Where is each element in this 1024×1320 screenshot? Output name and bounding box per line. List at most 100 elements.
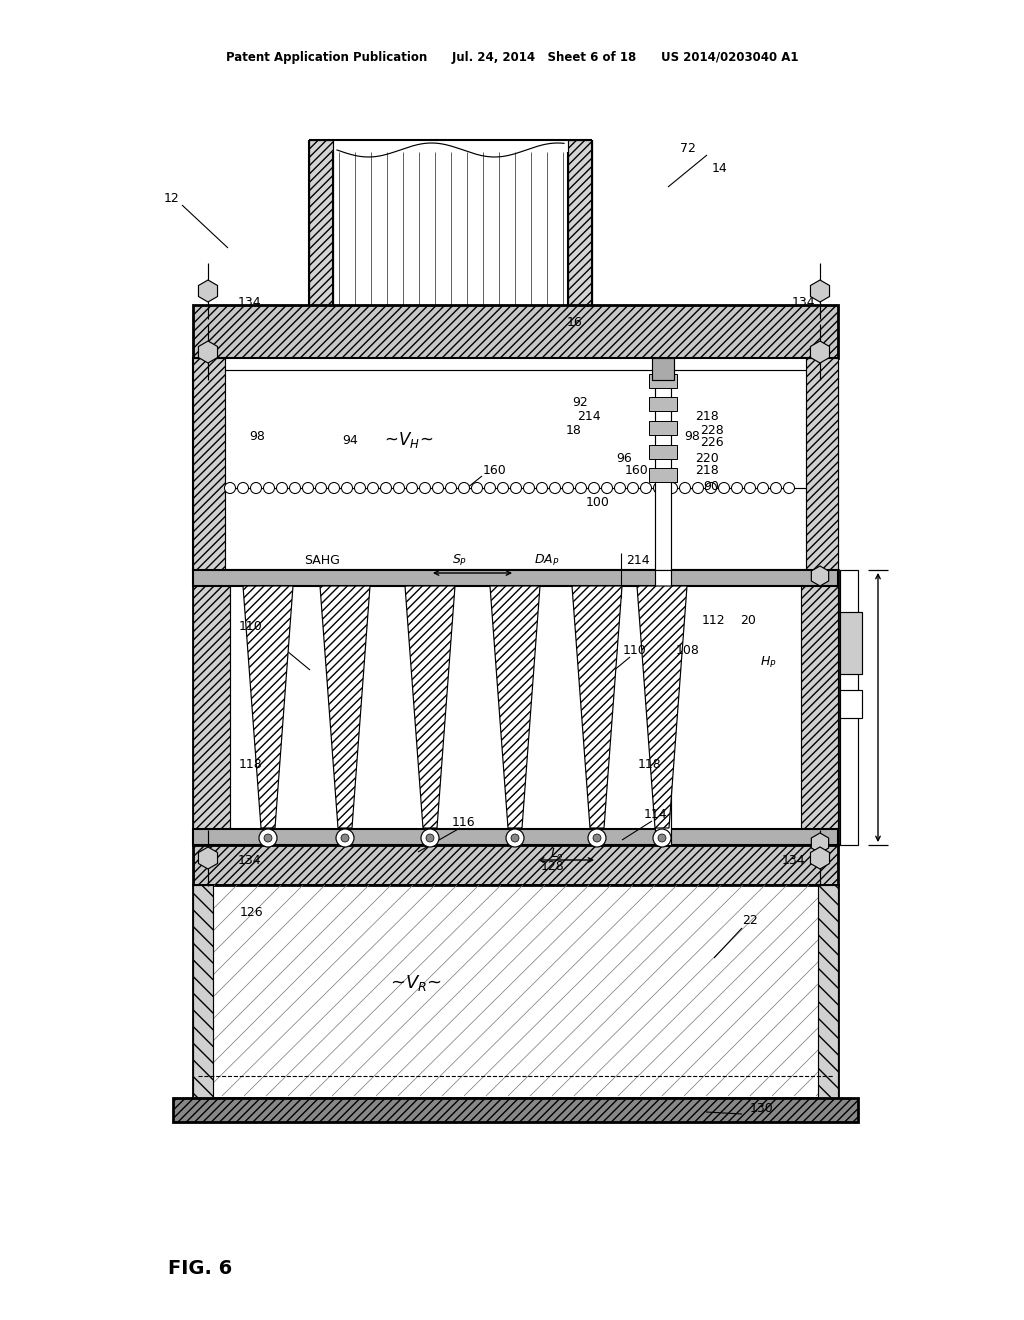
Text: 214: 214 (578, 411, 601, 424)
Circle shape (498, 483, 509, 494)
Text: 214: 214 (627, 553, 650, 566)
Bar (173, 1098, 858, 1122)
Bar (193, 829, 838, 845)
Circle shape (719, 483, 729, 494)
Circle shape (593, 834, 601, 842)
Text: 98: 98 (684, 429, 700, 442)
Text: 220: 220 (695, 451, 719, 465)
Bar (309, 140, 333, 312)
Circle shape (537, 483, 548, 494)
Circle shape (589, 483, 599, 494)
Bar (649, 469, 677, 482)
Polygon shape (637, 586, 687, 828)
Circle shape (575, 483, 587, 494)
Circle shape (471, 483, 482, 494)
Circle shape (706, 483, 717, 494)
Circle shape (484, 483, 496, 494)
Circle shape (263, 483, 274, 494)
Text: 94: 94 (342, 433, 357, 446)
Text: 100: 100 (586, 496, 610, 510)
Circle shape (264, 834, 272, 842)
Text: 128: 128 (541, 861, 565, 874)
Circle shape (341, 483, 352, 494)
Circle shape (341, 834, 349, 842)
Text: 90: 90 (703, 479, 719, 492)
Bar (655, 358, 671, 570)
Bar (649, 421, 677, 436)
Circle shape (601, 483, 612, 494)
Circle shape (744, 483, 756, 494)
Polygon shape (199, 280, 217, 302)
Circle shape (731, 483, 742, 494)
Circle shape (420, 483, 430, 494)
Text: 160: 160 (625, 465, 649, 478)
Circle shape (393, 483, 404, 494)
Polygon shape (810, 847, 829, 869)
Text: 14: 14 (712, 161, 728, 174)
Circle shape (426, 834, 434, 842)
Bar (568, 140, 592, 312)
Text: 130: 130 (751, 1101, 774, 1114)
Text: 108: 108 (676, 644, 700, 656)
Circle shape (290, 483, 300, 494)
Circle shape (653, 483, 665, 494)
Text: 134: 134 (238, 854, 261, 866)
Text: 116: 116 (452, 816, 475, 829)
Text: 160: 160 (483, 463, 507, 477)
Circle shape (224, 483, 236, 494)
Text: 20: 20 (740, 614, 756, 627)
Polygon shape (811, 833, 828, 853)
Text: 228: 228 (700, 424, 724, 437)
Text: 134: 134 (792, 297, 815, 309)
Bar (818, 884, 838, 1098)
Circle shape (628, 483, 639, 494)
Text: 112: 112 (701, 614, 725, 627)
Bar (840, 612, 862, 675)
Circle shape (445, 483, 457, 494)
Bar (649, 445, 677, 459)
Text: 134: 134 (781, 854, 805, 866)
Circle shape (680, 483, 690, 494)
Circle shape (653, 829, 671, 847)
Text: Patent Application Publication      Jul. 24, 2014   Sheet 6 of 18      US 2014/0: Patent Application Publication Jul. 24, … (225, 50, 799, 63)
Bar (193, 305, 838, 358)
Circle shape (588, 829, 606, 847)
Polygon shape (243, 586, 293, 828)
Circle shape (511, 483, 521, 494)
Bar (840, 690, 862, 718)
Text: 126: 126 (240, 907, 263, 920)
Bar (840, 570, 858, 845)
Circle shape (238, 483, 249, 494)
Text: ~$\mathit{V_H}$~: ~$\mathit{V_H}$~ (374, 430, 433, 450)
Circle shape (432, 483, 443, 494)
Bar (193, 884, 838, 1098)
Circle shape (315, 483, 327, 494)
Text: 22: 22 (742, 915, 758, 928)
Bar (193, 845, 838, 884)
Text: 96: 96 (616, 451, 632, 465)
Text: $L_o$: $L_o$ (550, 846, 564, 862)
Text: 218: 218 (695, 409, 719, 422)
Circle shape (658, 834, 666, 842)
Polygon shape (406, 586, 455, 828)
Text: 110: 110 (240, 619, 263, 632)
Circle shape (368, 483, 379, 494)
Bar (652, 358, 674, 380)
Text: 218: 218 (695, 465, 719, 478)
Circle shape (259, 829, 278, 847)
Circle shape (667, 483, 678, 494)
Bar (655, 570, 671, 845)
Text: ~$\mathit{V_R}$~: ~$\mathit{V_R}$~ (390, 973, 441, 993)
Polygon shape (810, 280, 829, 302)
Circle shape (421, 829, 439, 847)
Bar (801, 570, 838, 845)
Circle shape (640, 483, 651, 494)
Polygon shape (319, 586, 370, 828)
Circle shape (758, 483, 768, 494)
Polygon shape (199, 847, 217, 869)
Text: $S_P$: $S_P$ (453, 553, 468, 568)
Circle shape (692, 483, 703, 494)
Text: SAHG: SAHG (304, 553, 340, 566)
Circle shape (562, 483, 573, 494)
Circle shape (276, 483, 288, 494)
